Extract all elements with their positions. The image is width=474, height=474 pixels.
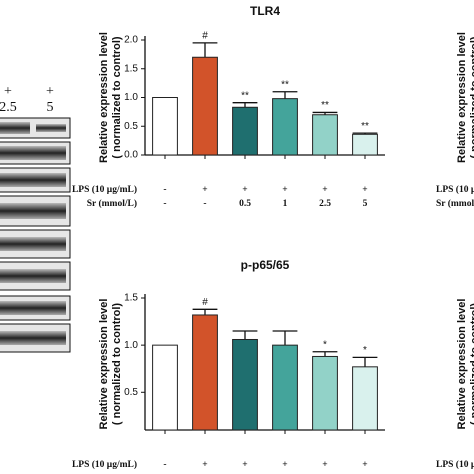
y-tick-label: 0.5 (124, 121, 138, 132)
row-value: 2.5 (319, 199, 331, 209)
western-blot: + + 2.5 5 (0, 84, 71, 353)
row-value: + (322, 185, 327, 195)
blot-sr: 5 (47, 100, 54, 115)
bar (152, 344, 178, 431)
significance: # (202, 31, 208, 42)
significance: * (323, 339, 327, 350)
row-value: - (163, 185, 166, 195)
row-value: - (163, 460, 166, 470)
bar (352, 133, 378, 156)
significance: # (202, 297, 208, 308)
y-axis-label: ( normalized to control) (469, 303, 474, 426)
y-axis-label: ( normalized to control) (111, 36, 123, 159)
y-tick-label: 1.0 (124, 92, 138, 103)
row-value: + (202, 185, 207, 195)
row-label: LPS (10 μg/mL) (72, 184, 137, 195)
bar (152, 97, 178, 156)
row-label: LPS (10 μg/mL) (436, 184, 474, 195)
row-value: + (242, 460, 247, 470)
blot-lps: + (4, 84, 12, 99)
significance: ** (321, 100, 329, 111)
row-value: + (362, 185, 367, 195)
y-tick-label: 2.0 (124, 35, 138, 46)
bar (272, 98, 298, 156)
significance: ** (361, 121, 369, 132)
bar (312, 114, 338, 156)
chart-title: p-p65/65 (241, 258, 290, 272)
y-tick-label: 0.5 (124, 387, 138, 398)
significance: ** (281, 79, 289, 90)
significance: * (363, 345, 367, 356)
y-tick-label: 0.0 (124, 150, 138, 161)
row-value: + (202, 460, 207, 470)
significance: ** (241, 90, 249, 101)
row-value: + (282, 460, 287, 470)
blot-sr: 2.5 (0, 100, 17, 115)
row-value: 5 (363, 199, 368, 209)
row-label: Sr (mmol/L) (436, 198, 474, 209)
y-axis-label: Relative expression level (456, 32, 468, 163)
bar (192, 56, 218, 156)
y-axis-label: Relative expression level (98, 299, 110, 430)
row-value: 0.5 (239, 199, 251, 209)
row-value: + (362, 460, 367, 470)
blot-lps: + (46, 84, 54, 99)
row-value: + (322, 460, 327, 470)
chart-title: TLR4 (250, 4, 280, 18)
y-axis-label: ( normalized to control) (111, 303, 123, 426)
y-axis-label: ( normalized to control) (469, 36, 474, 159)
row-value: - (203, 199, 206, 209)
bar (352, 366, 378, 431)
y-axis-label: Relative expression level (456, 299, 468, 430)
row-label: Sr (mmol/L) (87, 198, 137, 209)
row-label: LPS (10 μg/mL) (72, 459, 137, 470)
bar (312, 355, 338, 431)
row-label: LPS (10 μg/mL) (436, 459, 474, 470)
bar (232, 106, 258, 156)
y-tick-label: 1.0 (124, 340, 138, 351)
y-tick-label: 1.5 (124, 293, 138, 304)
bar (232, 338, 258, 431)
row-value: + (242, 185, 247, 195)
y-tick-label: 1.5 (124, 63, 138, 74)
row-value: - (163, 199, 166, 209)
bar (272, 344, 298, 431)
row-value: 1 (283, 199, 288, 209)
y-axis-label: Relative expression level (98, 32, 110, 163)
row-value: + (282, 185, 287, 195)
bar (192, 314, 218, 431)
